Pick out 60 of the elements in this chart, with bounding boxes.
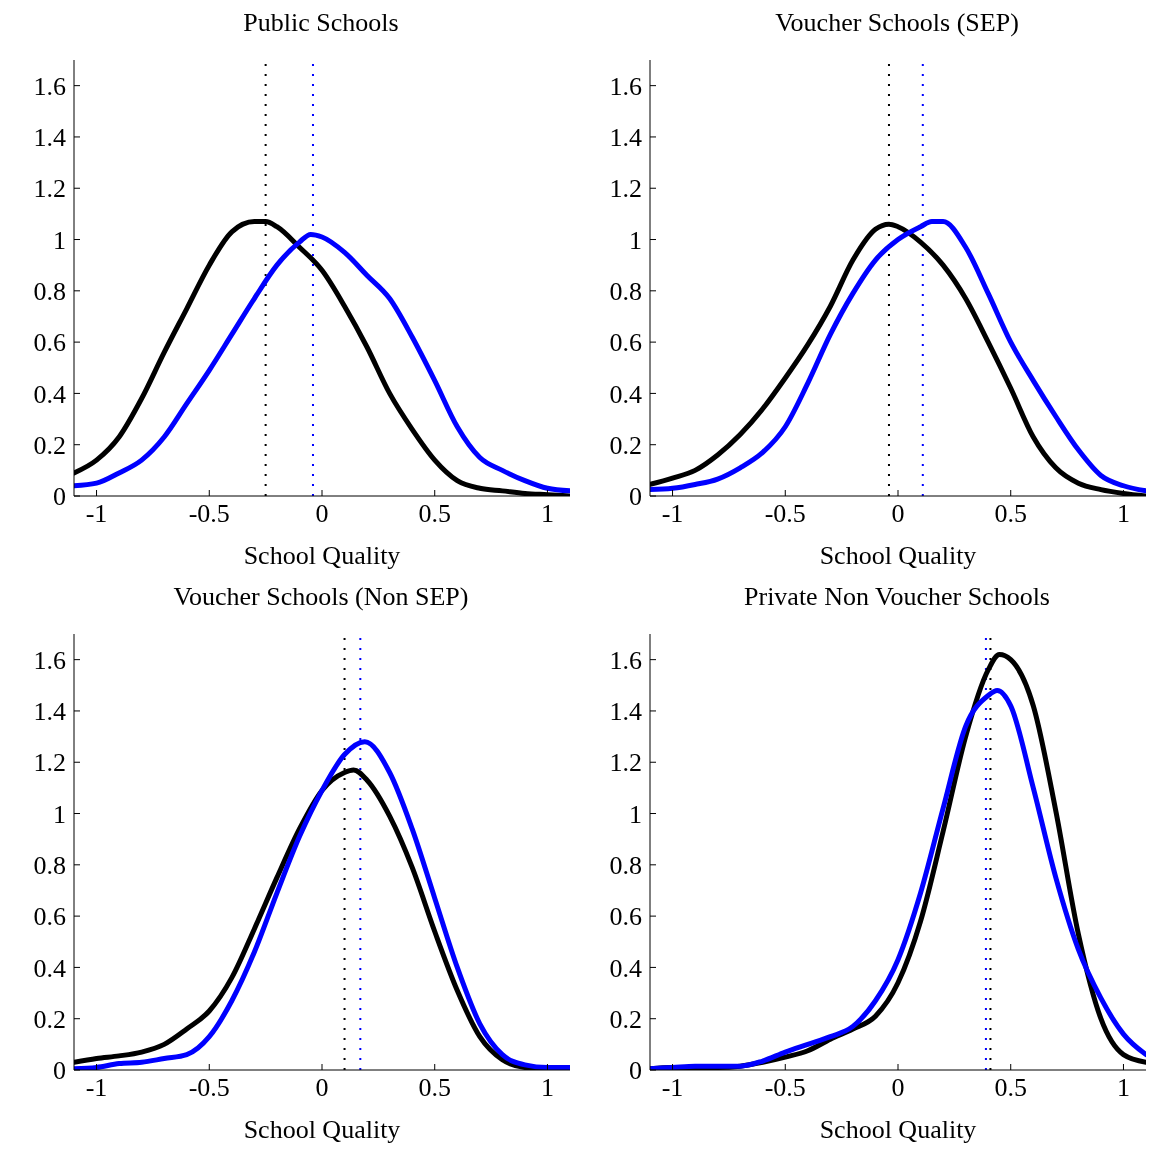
- x-tick-label: -0.5: [764, 499, 806, 529]
- y-tick-label: 0.8: [33, 851, 66, 881]
- y-tick-label: 0.2: [33, 430, 66, 460]
- y-tick-label: 1.2: [609, 174, 642, 204]
- y-tick-label: 1: [53, 799, 66, 829]
- y-tick-label: 1.2: [609, 748, 642, 778]
- y-tick-label: 0.2: [33, 1004, 66, 1034]
- chart-title: Voucher Schools (Non SEP): [172, 582, 470, 613]
- y-tick-label: 0.2: [609, 1004, 642, 1034]
- y-tick-label: 1.4: [33, 697, 66, 727]
- y-tick-label: 0.2: [609, 430, 642, 460]
- x-tick-label: -1: [661, 1073, 684, 1103]
- x-tick-label: 0: [891, 1073, 905, 1103]
- x-tick-label: 0: [891, 499, 905, 529]
- chart-title: Public Schools: [242, 8, 400, 39]
- y-tick-label: 1.6: [609, 71, 642, 101]
- x-axis-title: School Quality: [819, 541, 977, 570]
- x-tick-label: 0: [315, 1073, 329, 1103]
- y-tick-label: 1.6: [609, 645, 642, 675]
- y-tick-label: 1: [629, 799, 642, 829]
- x-tick-label: -1: [85, 1073, 108, 1103]
- y-tick-label: 1.4: [33, 123, 66, 153]
- x-tick-label: 1: [1116, 1073, 1130, 1103]
- x-tick-label: 0: [315, 499, 329, 529]
- chart-title: Voucher Schools (SEP): [774, 8, 1020, 39]
- y-tick-label: 0.8: [33, 277, 66, 307]
- y-tick-label: 0.4: [33, 953, 66, 983]
- x-tick-label: -1: [661, 499, 684, 529]
- y-tick-label: 0.6: [609, 902, 642, 932]
- x-tick-label: 0.5: [418, 499, 451, 529]
- y-tick-label: 1.6: [33, 71, 66, 101]
- y-tick-label: 1.2: [33, 748, 66, 778]
- y-tick-label: 0.4: [609, 953, 642, 983]
- x-tick-label: 0.5: [994, 499, 1027, 529]
- y-tick-label: 0.6: [609, 328, 642, 358]
- x-tick-label: -1: [85, 499, 108, 529]
- y-tick-label: 0.8: [609, 277, 642, 307]
- x-axis-title: School Quality: [243, 1115, 401, 1144]
- x-tick-label: 1: [540, 499, 554, 529]
- y-tick-label: 0.6: [33, 902, 66, 932]
- y-tick-label: 1.6: [33, 645, 66, 675]
- x-axis-title: School Quality: [819, 1115, 977, 1144]
- y-tick-label: 0.6: [33, 328, 66, 358]
- chart-title: Private Non Voucher Schools: [743, 582, 1051, 613]
- x-tick-label: -0.5: [188, 1073, 230, 1103]
- y-tick-label: 0.4: [609, 379, 642, 409]
- y-tick-label: 1: [629, 225, 642, 255]
- x-axis-title: School Quality: [243, 541, 401, 570]
- y-tick-label: 0.4: [33, 379, 66, 409]
- x-tick-label: -0.5: [188, 499, 230, 529]
- y-tick-label: 1: [53, 225, 66, 255]
- y-tick-label: 1.4: [609, 697, 642, 727]
- x-tick-label: 0.5: [418, 1073, 451, 1103]
- x-tick-label: 0.5: [994, 1073, 1027, 1103]
- y-tick-label: 0.8: [609, 851, 642, 881]
- x-tick-label: 1: [540, 1073, 554, 1103]
- y-tick-label: 1.4: [609, 123, 642, 153]
- x-tick-label: 1: [1116, 499, 1130, 529]
- x-tick-label: -0.5: [764, 1073, 806, 1103]
- y-tick-label: 1.2: [33, 174, 66, 204]
